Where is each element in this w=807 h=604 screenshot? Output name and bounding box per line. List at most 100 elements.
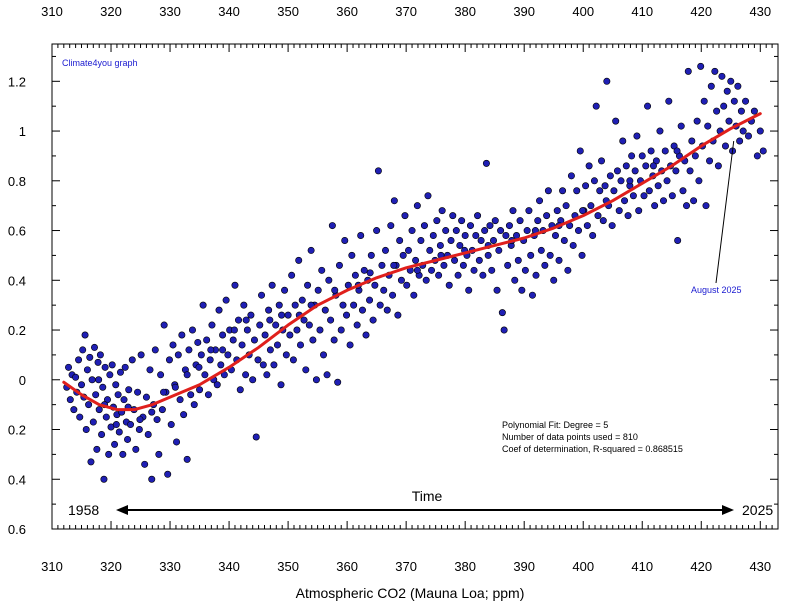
time-start-label: 1958 <box>68 502 99 518</box>
data-point <box>569 241 577 249</box>
credit-label: Climate4you graph <box>62 58 138 68</box>
data-point <box>635 207 643 215</box>
data-point <box>142 393 150 401</box>
data-point <box>410 291 418 299</box>
data-point <box>197 351 205 359</box>
x-tick-label: 430 <box>749 559 771 574</box>
data-point <box>397 276 405 284</box>
data-point <box>296 341 304 349</box>
fit-stats-line-3: Coef of determination, R-squared = 0.868… <box>502 444 683 454</box>
data-point <box>376 301 384 309</box>
data-point <box>744 132 752 140</box>
x-tick-label: 360 <box>336 559 358 574</box>
data-point <box>224 351 232 359</box>
data-point <box>498 309 506 317</box>
data-point <box>259 361 267 369</box>
y-tick-label: 0.6 <box>8 224 26 239</box>
data-point <box>247 311 255 319</box>
data-point <box>121 363 129 371</box>
data-point <box>337 326 345 334</box>
data-point <box>144 430 152 438</box>
data-point <box>125 386 133 394</box>
data-point <box>219 346 227 354</box>
data-point <box>555 256 563 264</box>
data-point <box>378 261 386 269</box>
data-point <box>116 368 124 376</box>
data-point <box>93 445 101 453</box>
data-point <box>190 401 198 409</box>
data-point <box>314 286 322 294</box>
data-point <box>293 326 301 334</box>
data-point <box>626 177 634 185</box>
latest-pointer-line <box>715 140 735 284</box>
data-point <box>390 197 398 205</box>
data-point <box>318 266 326 274</box>
data-point <box>316 326 324 334</box>
y-tick-label: 0.4 <box>8 273 26 288</box>
data-point <box>596 187 604 195</box>
data-point <box>87 458 95 466</box>
data-point <box>160 321 168 329</box>
data-point <box>268 281 276 289</box>
data-point <box>617 177 625 185</box>
plot-frame <box>51 43 779 530</box>
data-point <box>105 450 113 458</box>
data-point <box>176 396 184 404</box>
data-point <box>249 376 257 384</box>
data-point <box>278 311 286 319</box>
latest-label: August 2025 <box>691 285 742 295</box>
data-point <box>114 391 122 399</box>
y-tick-label: 1.2 <box>8 74 26 89</box>
data-point <box>619 137 627 145</box>
data-point <box>447 236 455 244</box>
data-point <box>367 251 375 259</box>
data-point <box>640 192 648 200</box>
data-point <box>713 107 721 115</box>
x-tick-label: 310 <box>41 559 63 574</box>
data-point <box>750 107 758 115</box>
data-point <box>697 62 705 70</box>
x-tick-label: 350 <box>277 559 299 574</box>
data-point <box>442 227 450 235</box>
data-point <box>206 356 214 364</box>
data-point <box>199 301 207 309</box>
data-point <box>383 306 391 314</box>
data-point <box>231 281 239 289</box>
data-point <box>585 162 593 170</box>
data-point <box>583 222 591 230</box>
data-point <box>217 361 225 369</box>
data-point <box>461 232 469 240</box>
data-point <box>562 202 570 210</box>
data-point <box>230 326 238 334</box>
data-point <box>254 356 262 364</box>
data-point <box>335 261 343 269</box>
data-point <box>75 356 83 364</box>
time-label: Time <box>412 488 443 504</box>
data-point <box>369 316 377 324</box>
data-point <box>598 157 606 165</box>
data-point <box>456 241 464 249</box>
x-tick-label: 340 <box>218 559 240 574</box>
data-point <box>691 152 699 160</box>
data-point <box>88 376 96 384</box>
data-point <box>183 455 191 463</box>
data-point <box>134 388 142 396</box>
latest-annotation: August 2025 <box>691 140 742 295</box>
data-point <box>659 197 667 205</box>
data-point <box>673 147 681 155</box>
fit-stats-line-1: Polynomial Fit: Degree = 5 <box>502 420 608 430</box>
data-point <box>243 326 251 334</box>
data-point <box>559 187 567 195</box>
data-point <box>360 266 368 274</box>
x-tick-label: 400 <box>572 559 594 574</box>
data-point <box>111 440 119 448</box>
data-point <box>470 266 478 274</box>
x-tick-label-top: 360 <box>336 4 358 19</box>
data-point <box>459 261 467 269</box>
data-point <box>381 246 389 254</box>
data-point <box>351 271 359 279</box>
data-point <box>282 351 290 359</box>
data-point <box>85 401 93 409</box>
data-point <box>390 261 398 269</box>
data-point <box>668 192 676 200</box>
